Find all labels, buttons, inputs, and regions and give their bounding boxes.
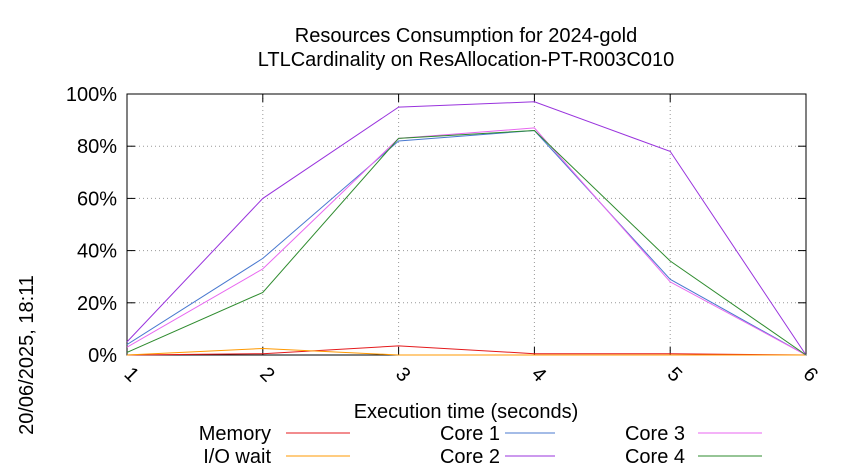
legend-label: Core 1 [440, 423, 500, 445]
series-line-core-3 [126, 127, 807, 356]
y-tick-label: 100% [66, 84, 117, 106]
x-tick-label: 2 [255, 363, 278, 386]
y-tick-label: 20% [77, 293, 117, 315]
legend-label: Core 2 [440, 446, 500, 468]
series-line-core-1 [126, 129, 807, 356]
legend-label: I/O wait [203, 446, 271, 468]
x-tick-label: 1 [120, 363, 143, 386]
y-tick-label: 60% [77, 188, 117, 210]
legend-label: Core 4 [625, 446, 685, 468]
legend-label: Core 3 [625, 423, 685, 445]
series-line-i-o-wait [126, 347, 806, 356]
series-line-memory [126, 345, 807, 356]
x-axis-label: Execution time (seconds) [354, 401, 579, 423]
y-tick-label: 40% [77, 241, 117, 263]
x-axis-ticks: 1 2 3 4 5 6 [120, 94, 822, 386]
y-axis-ticks: 0% 20% 40% 60% 80% 100% [66, 84, 806, 367]
x-tick-label: 3 [391, 363, 414, 386]
chart-subtitle: LTLCardinality on ResAllocation-PT-R003C… [258, 49, 675, 71]
series-lines [126, 101, 807, 356]
legend-label: Memory [199, 423, 271, 445]
x-tick-label: 6 [799, 363, 822, 386]
chart-title: Resources Consumption for 2024-gold [295, 25, 637, 47]
x-tick-label: 5 [663, 363, 686, 386]
series-line-core-2 [126, 101, 807, 356]
y-tick-label: 80% [77, 136, 117, 158]
y-tick-label: 0% [88, 345, 117, 367]
x-tick-label: 4 [527, 363, 550, 386]
series-line-core-4 [126, 129, 807, 356]
timestamp-label: 20/06/2025, 18:11 [16, 275, 38, 435]
